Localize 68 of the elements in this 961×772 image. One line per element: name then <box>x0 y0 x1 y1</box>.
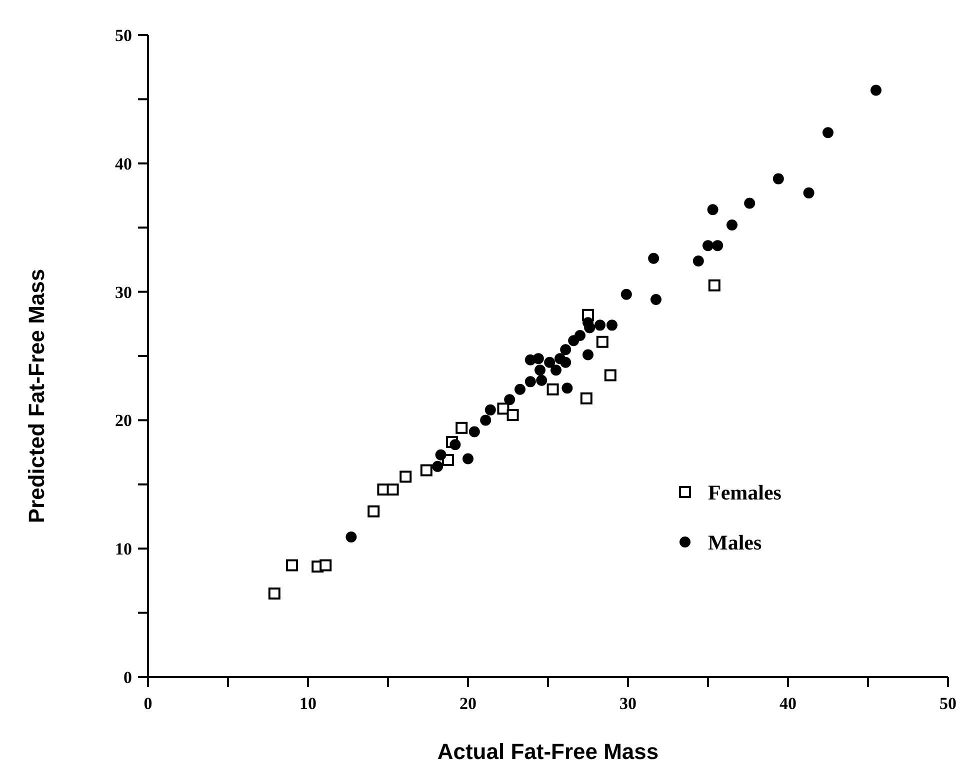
point <box>497 402 510 415</box>
point <box>536 374 548 386</box>
point <box>692 255 704 266</box>
point <box>606 320 618 331</box>
point <box>484 404 496 416</box>
point <box>514 384 526 395</box>
point <box>268 588 280 600</box>
point <box>702 240 714 252</box>
point <box>435 449 446 460</box>
x-tick-label: 50 <box>940 694 956 713</box>
y-tick-label: 40 <box>115 154 132 174</box>
point <box>400 470 412 483</box>
point <box>560 344 572 356</box>
point <box>560 356 572 368</box>
point <box>468 426 480 438</box>
y-tick-label: 10 <box>115 540 132 559</box>
point <box>620 288 632 300</box>
point <box>582 349 594 360</box>
x-axis-title: Actual Fat-Free Mass <box>437 739 659 764</box>
x-tick-label: 10 <box>300 694 316 713</box>
point <box>534 364 546 376</box>
point <box>562 382 573 394</box>
point <box>450 439 461 450</box>
point <box>594 320 606 331</box>
point <box>822 127 834 138</box>
point <box>712 240 724 252</box>
point <box>744 198 756 209</box>
point <box>456 422 468 434</box>
point <box>803 187 814 198</box>
point <box>462 453 474 464</box>
point <box>544 356 556 368</box>
point <box>506 409 519 422</box>
point <box>420 464 432 476</box>
x-tick-label: 40 <box>780 694 796 713</box>
y-tick-label: 30 <box>115 282 132 302</box>
point <box>574 330 586 341</box>
legend-label: Males <box>708 530 762 554</box>
point <box>604 369 616 382</box>
legend-label: Females <box>708 480 782 504</box>
point <box>432 460 444 472</box>
y-tick-label: 50 <box>115 26 132 45</box>
point <box>650 294 662 306</box>
point <box>386 484 399 496</box>
point <box>580 392 592 404</box>
point <box>582 317 594 328</box>
point <box>708 279 720 292</box>
point <box>480 414 492 426</box>
point <box>596 336 608 348</box>
point <box>532 353 544 364</box>
x-tick-label: 20 <box>460 694 476 713</box>
y-tick-label: 20 <box>115 411 132 430</box>
point <box>524 376 536 388</box>
point <box>546 383 559 396</box>
point <box>550 364 562 376</box>
x-tick-label: 0 <box>144 694 152 713</box>
point <box>772 173 784 184</box>
point <box>726 220 738 231</box>
y-axis-title: Predicted Fat-Free Mass <box>24 268 49 524</box>
point <box>286 559 298 572</box>
point <box>870 84 882 96</box>
point <box>707 204 718 216</box>
point <box>648 252 660 264</box>
point <box>346 532 357 543</box>
x-tick-label: 30 <box>620 694 636 713</box>
point <box>504 394 516 406</box>
point <box>320 559 332 572</box>
point <box>368 505 380 518</box>
y-tick-label: 0 <box>124 668 132 687</box>
